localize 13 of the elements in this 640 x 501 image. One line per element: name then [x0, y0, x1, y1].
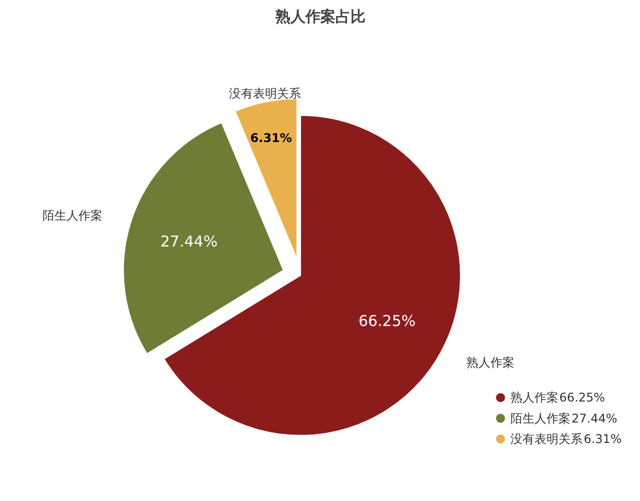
text: 27.44%: [572, 411, 618, 426]
legend-label: 陌生人作案: [510, 411, 570, 426]
text: 66.25%: [559, 390, 606, 405]
legend-label: 没有表明关系: [510, 432, 582, 446]
chart-title: 熟人作案占比: [274, 8, 366, 26]
slice-label: 陌生人作案: [42, 208, 103, 222]
slice-label: 没有表明关系: [228, 86, 301, 100]
data-label: 27.44%: [160, 232, 218, 251]
data-label: 6.31%: [250, 130, 292, 145]
text: 6.31%: [584, 432, 622, 446]
data-label: 66.25%: [358, 312, 416, 330]
legend-label: 熟人作案: [510, 390, 558, 405]
slice-label: 熟人作案: [466, 356, 514, 370]
